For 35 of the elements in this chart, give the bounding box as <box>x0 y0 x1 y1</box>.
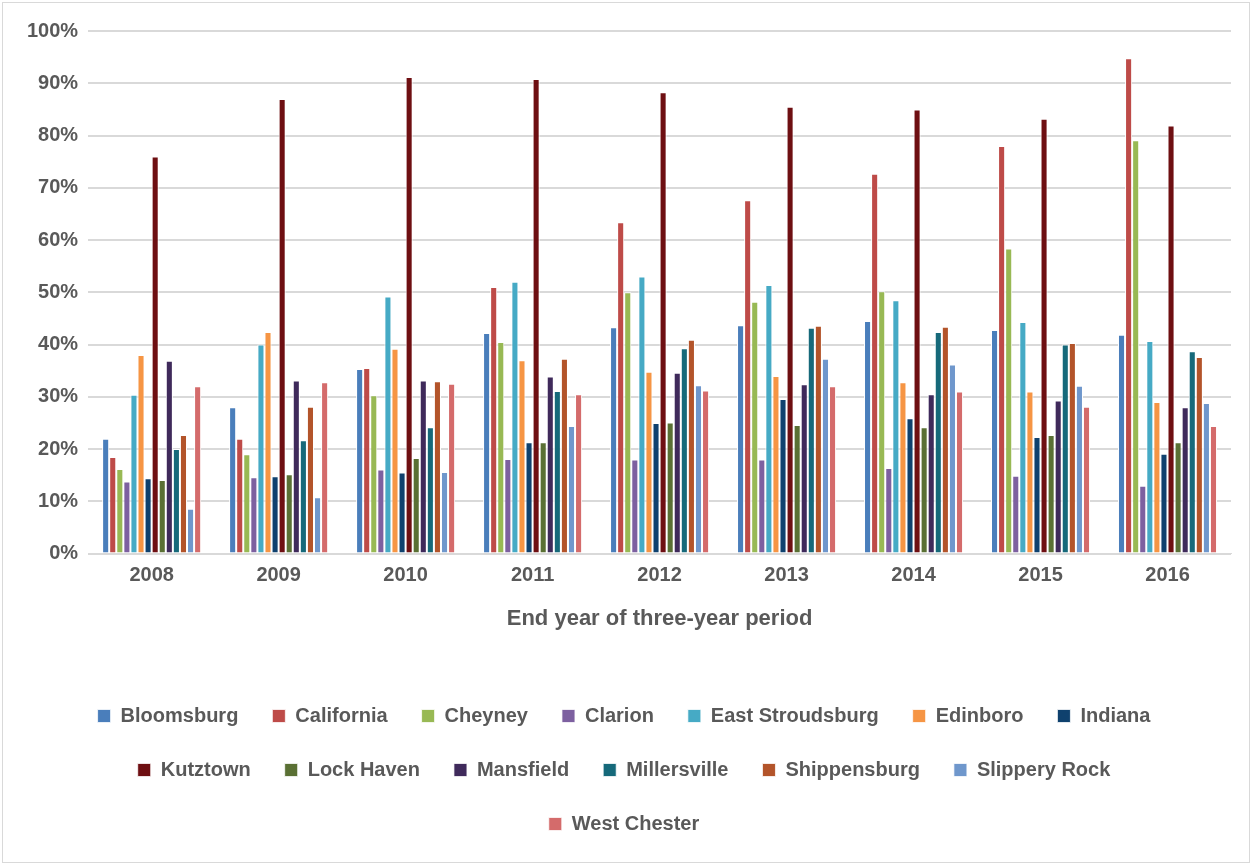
x-tick-label: 2015 <box>1018 563 1063 586</box>
legend-label: East Stroudsburg <box>710 703 879 726</box>
legend-label: Lock Haven <box>307 757 420 780</box>
x-tick-label: 2014 <box>891 563 937 586</box>
x-tick-label: 2012 <box>637 563 682 586</box>
y-tick-label: 60% <box>38 227 79 250</box>
y-tick-label: 100% <box>27 18 79 41</box>
y-tick-label: 50% <box>38 279 79 302</box>
legend-label: Edinboro <box>935 703 1024 726</box>
legend-label: Cheyney <box>444 703 529 726</box>
legend-label: Bloomsburg <box>120 703 239 726</box>
legend-label: Indiana <box>1080 703 1152 726</box>
y-tick-label: 20% <box>38 436 79 459</box>
legend-label: California <box>295 703 389 726</box>
x-tick-label: 2008 <box>129 563 174 586</box>
legend-label: Kutztown <box>160 757 251 780</box>
x-tick-label: 2009 <box>256 563 301 586</box>
legend-label: Clarion <box>584 703 654 726</box>
legend-label: Shippensburg <box>785 757 920 780</box>
x-axis-title: End year of three-year period <box>506 604 813 630</box>
legend-label: Mansfield <box>476 757 570 780</box>
legend-label: West Chester <box>571 811 700 834</box>
x-tick-label: 2013 <box>764 563 809 586</box>
y-tick-label: 70% <box>38 175 79 198</box>
y-tick-label: 80% <box>38 123 79 146</box>
y-tick-label: 40% <box>38 332 79 355</box>
y-tick-label: 90% <box>38 70 79 93</box>
legend-label: Millersville <box>626 757 729 780</box>
x-tick-label: 2010 <box>383 563 428 586</box>
x-tick-label: 2011 <box>510 563 555 586</box>
y-tick-label: 0% <box>49 541 79 564</box>
legend-label: Slippery Rock <box>976 757 1112 780</box>
y-tick-label: 30% <box>38 384 79 407</box>
y-tick-label: 10% <box>38 488 79 511</box>
x-tick-label: 2016 <box>1145 563 1190 586</box>
